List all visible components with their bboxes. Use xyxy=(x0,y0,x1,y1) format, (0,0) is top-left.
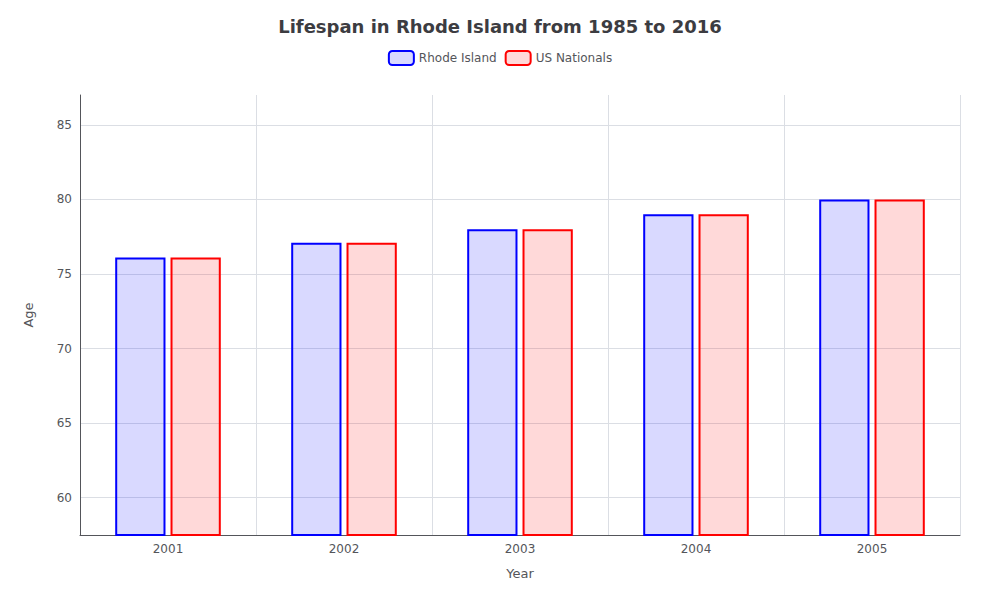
svg-text:2002: 2002 xyxy=(329,542,360,556)
svg-text:Lifespan in Rhode Island from: Lifespan in Rhode Island from 1985 to 20… xyxy=(278,16,722,37)
svg-text:80: 80 xyxy=(57,192,72,206)
svg-text:2004: 2004 xyxy=(681,542,712,556)
svg-text:2001: 2001 xyxy=(153,542,184,556)
svg-text:60: 60 xyxy=(57,491,72,505)
svg-text:2003: 2003 xyxy=(505,542,536,556)
svg-text:2005: 2005 xyxy=(857,542,888,556)
svg-text:75: 75 xyxy=(57,267,72,281)
svg-text:Year: Year xyxy=(505,566,534,581)
svg-text:Rhode Island: Rhode Island xyxy=(419,51,497,65)
svg-text:70: 70 xyxy=(57,342,72,356)
svg-text:Age: Age xyxy=(21,302,36,327)
svg-text:US Nationals: US Nationals xyxy=(536,51,612,65)
svg-text:85: 85 xyxy=(57,118,72,132)
svg-text:65: 65 xyxy=(57,416,72,430)
